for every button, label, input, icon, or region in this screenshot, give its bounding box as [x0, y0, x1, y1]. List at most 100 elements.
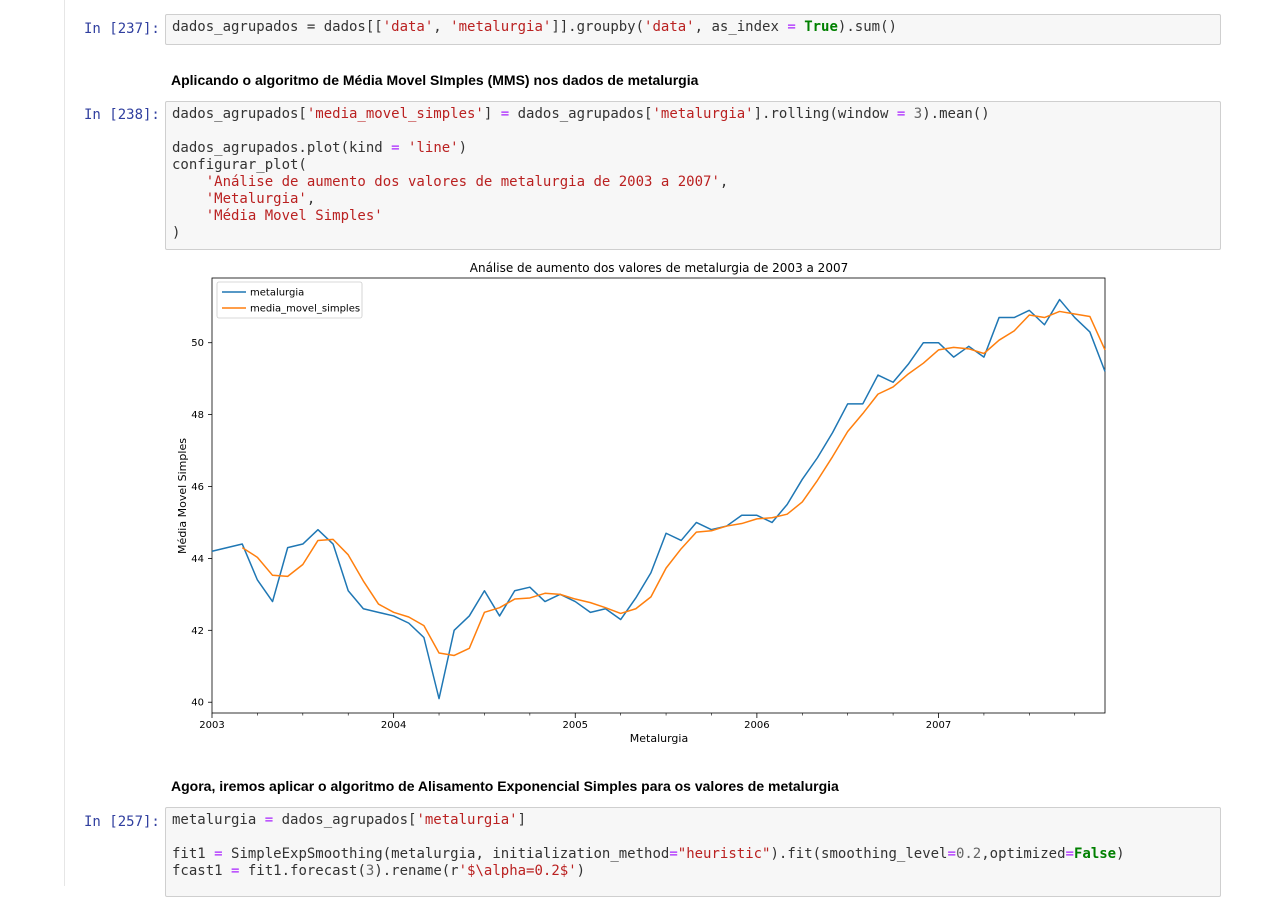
x-tick-label: 2005: [563, 720, 588, 731]
code-line: 'Análise de aumento dos valores de metal…: [172, 174, 1214, 191]
x-tick-label: 2004: [381, 720, 406, 731]
code-token: fit1: [172, 846, 215, 862]
x-tick-label: 2003: [199, 720, 224, 731]
code-token: True: [804, 19, 838, 35]
notebook-left-border: [64, 0, 65, 886]
code-token: ,: [719, 174, 729, 190]
code-token: =: [214, 846, 223, 862]
x-tick-label: 2007: [926, 720, 951, 731]
code-token: ).fit(smoothing_level: [770, 846, 948, 862]
code-token: [172, 191, 206, 207]
code-token: dados_agrupados[: [273, 812, 417, 828]
code-line: [172, 829, 1214, 846]
y-tick-label: 42: [191, 626, 204, 637]
code-line: fcast1 = fit1.forecast(3).rename(r'$\alp…: [172, 863, 1214, 880]
code-token: dados_agrupados.plot(kind: [172, 140, 392, 156]
code-token: "heuristic": [677, 846, 771, 862]
code-line: fit1 = SimpleExpSmoothing(metalurgia, in…: [172, 846, 1214, 863]
code-token: ]].groupby(: [551, 19, 645, 35]
y-axis: 40 42 44 46 48 50: [191, 338, 212, 709]
x-tick-label: 2006: [744, 720, 769, 731]
markdown-heading-mms: Aplicando o algoritmo de Média Movel SIm…: [171, 72, 699, 88]
plot-area: [211, 277, 1106, 714]
code-token: 3: [365, 863, 375, 879]
code-cell-237[interactable]: dados_agrupados = dados[['data', 'metalu…: [165, 14, 1221, 45]
code-token: [796, 19, 804, 35]
code-token: dados_agrupados[: [172, 106, 307, 122]
series-line-media_movel_simples: [241, 310, 1106, 657]
legend-box: [216, 281, 363, 319]
code-line: [172, 123, 1214, 140]
code-token: =: [500, 106, 510, 122]
code-token: , as_index: [694, 19, 788, 35]
code-token: =: [1065, 846, 1074, 862]
series-lines: [211, 298, 1106, 700]
code-token: 'Análise de aumento dos valores de metal…: [205, 174, 720, 190]
code-token: =: [264, 812, 274, 828]
code-token: ).sum(): [837, 19, 897, 35]
code-line: dados_agrupados.plot(kind = 'line'): [172, 140, 1214, 157]
code-token: ].rolling(window: [753, 106, 897, 122]
code-token: ]: [517, 812, 527, 828]
code-line: dados_agrupados['media_movel_simples'] =…: [172, 106, 1214, 123]
code-token: 0.2: [955, 846, 982, 862]
code-cell-257[interactable]: metalurgia = dados_agrupados['metalurgia…: [165, 807, 1221, 897]
cell-prompt-257: In [257]:: [84, 814, 160, 830]
code-token: 'Média Movel Simples': [205, 208, 383, 224]
code-token: fcast1: [172, 863, 232, 879]
code-token: [905, 106, 913, 122]
code-token: [172, 208, 206, 224]
code-token: 3: [913, 106, 923, 122]
code-token: 'metalurgia': [450, 19, 552, 35]
code-token: 'Metalurgia': [205, 191, 307, 207]
code-token: 'media_movel_simples': [306, 106, 484, 122]
code-token: =: [896, 106, 906, 122]
cell-prompt-237: In [237]:: [84, 21, 160, 37]
chart-legend: metalurgia media_movel_simples: [216, 281, 363, 319]
code-token: ]: [483, 106, 501, 122]
code-token: '$\alpha=0.2$': [458, 863, 577, 879]
code-token: =: [669, 846, 678, 862]
line-chart: Análise de aumento dos valores de metalu…: [176, 261, 1106, 745]
chart-title: Análise de aumento dos valores de metalu…: [470, 261, 848, 275]
code-token: ,optimized: [981, 846, 1066, 862]
code-token: ,: [433, 19, 451, 35]
code-token: =: [947, 846, 956, 862]
code-token: False: [1073, 846, 1117, 862]
markdown-heading-aes: Agora, iremos aplicar o algoritmo de Ali…: [171, 778, 839, 794]
code-token: ): [172, 225, 181, 241]
legend-label-metalurgia: metalurgia: [250, 288, 304, 299]
code-token: SimpleExpSmoothing(metalurgia, initializ…: [222, 846, 670, 862]
code-line: 'Média Movel Simples': [172, 208, 1214, 225]
code-cell-238[interactable]: dados_agrupados['media_movel_simples'] =…: [165, 101, 1221, 250]
series-line-metalurgia: [211, 298, 1106, 700]
cell-prompt-238: In [238]:: [84, 107, 160, 123]
code-line: configurar_plot(: [172, 157, 1214, 174]
code-line: metalurgia = dados_agrupados['metalurgia…: [172, 812, 1214, 829]
code-token: ,: [306, 191, 316, 207]
code-line: 'Metalurgia',: [172, 191, 1214, 208]
code-token: 'data': [382, 19, 434, 35]
x-axis: 2003 2004 2005 2006 2007: [199, 713, 1076, 731]
code-token: =: [787, 19, 796, 35]
code-token: =: [391, 140, 400, 156]
code-token: ).mean(): [922, 106, 990, 122]
y-tick-label: 44: [191, 554, 204, 565]
code-token: ): [1116, 846, 1125, 862]
code-token: dados_agrupados[: [509, 106, 653, 122]
x-axis-label: Metalurgia: [630, 732, 688, 745]
code-token: [400, 140, 408, 156]
legend-label-media_movel_simples: media_movel_simples: [250, 304, 360, 315]
y-tick-label: 48: [191, 410, 204, 421]
code-token: [172, 174, 206, 190]
code-token: ): [576, 863, 586, 879]
y-tick-label: 50: [191, 338, 204, 349]
code-token: 'metalurgia': [652, 106, 754, 122]
code-token: ): [458, 140, 468, 156]
code-token: configurar_plot(: [172, 157, 307, 173]
code-token: ).rename(r: [374, 863, 459, 879]
code-token: 'metalurgia': [416, 812, 518, 828]
y-tick-label: 46: [191, 482, 204, 493]
code-token: metalurgia: [172, 812, 265, 828]
y-tick-label: 40: [191, 698, 204, 709]
